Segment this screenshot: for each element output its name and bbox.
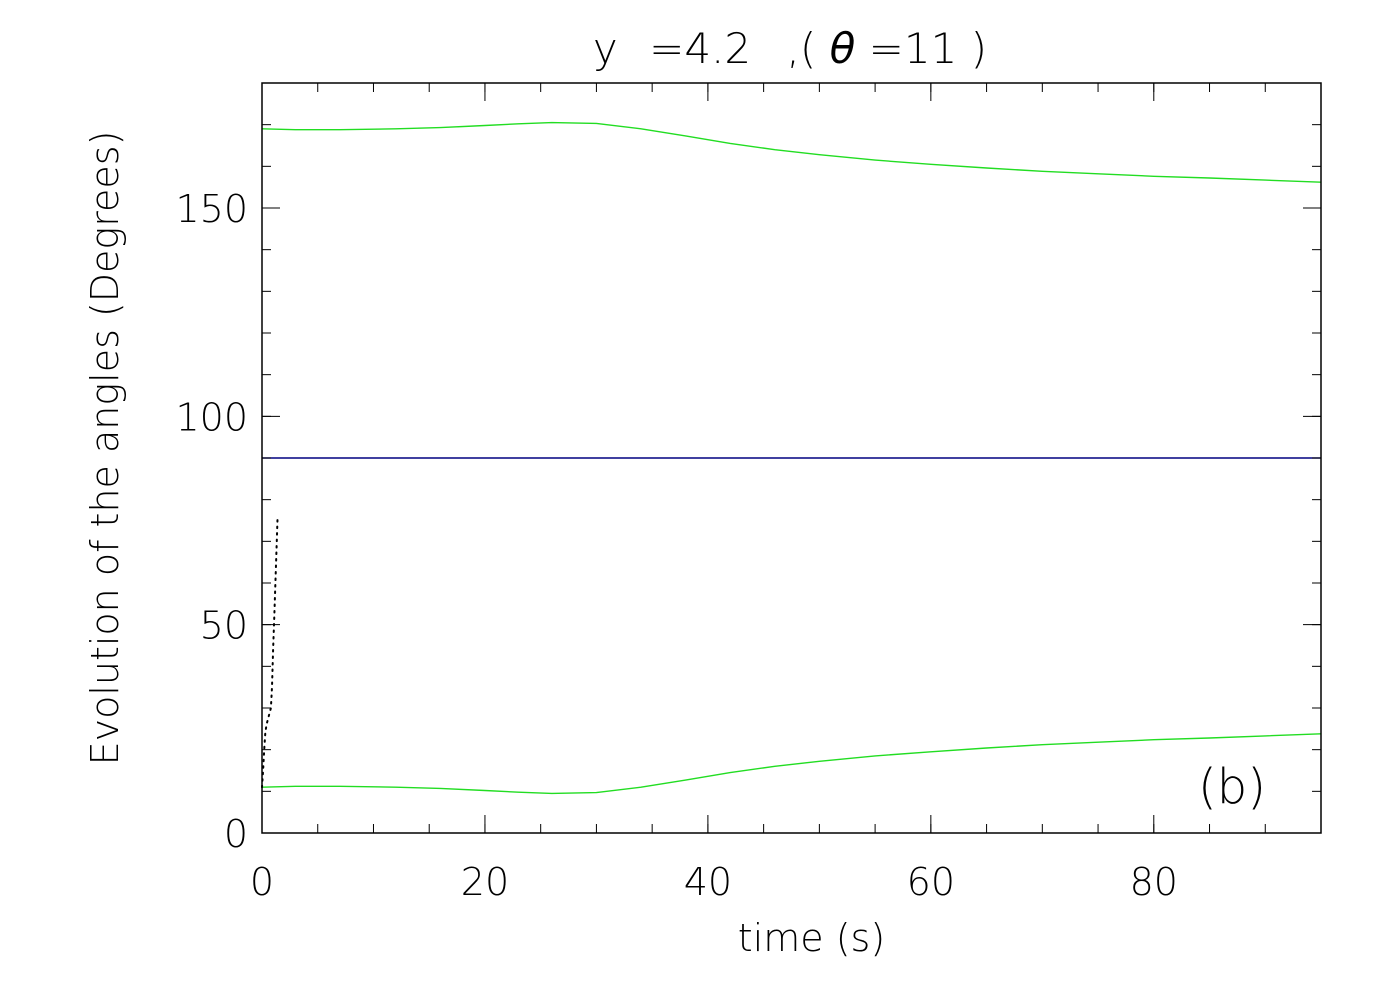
x-tick-label: 40	[684, 860, 732, 904]
y-tick-label: 50	[200, 604, 248, 648]
title-theta-value: =11	[869, 24, 958, 73]
series-line-1	[261, 733, 1322, 795]
x-tick-label: 80	[1130, 860, 1178, 904]
plot-frame	[261, 82, 1322, 834]
title-separator: ,(	[787, 24, 817, 73]
panel-label: (b)	[1198, 759, 1266, 815]
x-tick-label: 0	[250, 860, 274, 904]
title-theta: θ	[830, 24, 856, 73]
title-close: )	[971, 24, 987, 73]
series-line-0	[261, 121, 1322, 183]
series-layer	[261, 121, 1322, 795]
y-tick-label: 0	[224, 812, 248, 856]
title-lhs: y	[593, 24, 618, 73]
title-equals: =4.2	[649, 24, 751, 73]
x-tick-label: 60	[907, 860, 955, 904]
ticks-layer: 0 20 40 60 80 0 50 100 150	[175, 82, 1322, 904]
x-axis-label: time (s)	[738, 916, 885, 960]
series-line-3	[261, 515, 279, 789]
y-axis-label: Evolution of the angles (Degrees)	[83, 131, 127, 766]
y-tick-label: 150	[175, 187, 248, 231]
chart-title: y =4.2 ,( θ =11 )	[593, 24, 987, 73]
y-tick-label: 100	[175, 395, 248, 439]
x-tick-label: 20	[461, 860, 509, 904]
